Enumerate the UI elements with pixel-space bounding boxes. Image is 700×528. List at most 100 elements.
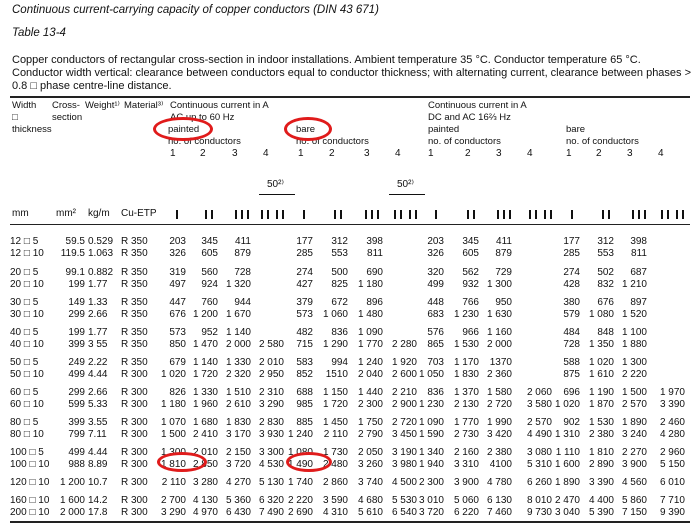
cell-ac-bare: 2 050 (357, 447, 383, 458)
highlight-ellipse-bare (284, 117, 332, 141)
cell-cross-section: 799 (68, 429, 85, 440)
cell-dc-bare: 5 860 (621, 495, 647, 506)
cell-dc-painted: 1 230 (418, 399, 444, 410)
cell-ac-bare: 2 720 (391, 417, 417, 428)
cell-material: R 300 (121, 495, 148, 506)
header-thickness: thickness (12, 124, 52, 135)
cell-weight: 10.7 (88, 477, 108, 488)
cell-material: R 350 (121, 236, 148, 247)
cell-dc-bare: 6 010 (659, 477, 685, 488)
header-width: Width (12, 100, 37, 111)
cell-size: 80 □ 5 (10, 417, 39, 428)
cell-ac-painted: 3 290 (258, 399, 284, 410)
cell-dc-bare: 5 150 (659, 459, 685, 470)
cell-ac-painted: 4 130 (192, 495, 218, 506)
cell-dc-painted: 3 900 (453, 477, 479, 488)
cell-ac-painted: 760 (201, 297, 218, 308)
cell-dc-painted: 766 (462, 297, 479, 308)
header-dc-freq: DC and AC 16⅔ Hz (428, 112, 511, 123)
cell-weight: 14.2 (88, 495, 108, 506)
conductor-bar (660, 210, 663, 219)
cell-dc-painted: 2 160 (453, 447, 479, 458)
cell-ac-painted: 2 110 (161, 477, 186, 488)
cell-ac-painted: 319 (169, 267, 186, 278)
cell-ac-painted: 1 320 (225, 279, 251, 290)
conductor-bar (608, 210, 610, 219)
cell-dc-painted: 1 170 (453, 357, 479, 368)
cell-dc-bare: 2 470 (554, 495, 580, 506)
cell-size: 30 □ 10 (10, 309, 44, 320)
cell-dc-bare: 502 (597, 267, 614, 278)
cell-dc-bare: 1 310 (554, 429, 580, 440)
cell-dc-painted: 950 (495, 297, 512, 308)
conductor-bar (571, 210, 573, 219)
cell-ac-bare: 500 (331, 267, 348, 278)
cell-ac-painted: 850 (169, 339, 186, 350)
cell-ac-bare: 811 (367, 248, 383, 259)
cell-cross-section: 399 (68, 417, 85, 428)
cell-ac-painted: 5 130 (258, 477, 284, 488)
cell-dc-painted: 562 (462, 267, 479, 278)
cell-ac-bare: 1 770 (357, 339, 383, 350)
header-conductor-number: 3 (232, 148, 238, 159)
cell-dc-painted: 1 770 (453, 417, 479, 428)
spacing-dimension-arrow (389, 194, 425, 195)
header-dc-painted: painted (428, 124, 460, 135)
cell-ac-bare: 1 150 (322, 387, 348, 398)
cell-dc-painted: 411 (496, 236, 512, 247)
cell-dc-bare: 553 (597, 248, 614, 259)
cell-dc-bare: 4 400 (588, 495, 614, 506)
cell-dc-painted: 1 940 (418, 459, 444, 470)
cell-dc-painted: 1 830 (453, 369, 479, 380)
cell-dc-bare: 7 710 (659, 495, 685, 506)
bottom-rule (10, 521, 690, 523)
cell-ac-bare: 688 (296, 387, 313, 398)
cell-ac-painted: 6 320 (258, 495, 284, 506)
cell-dc-bare: 7 150 (621, 507, 647, 518)
cell-dc-bare: 728 (563, 339, 580, 350)
cell-ac-painted: 1 680 (192, 417, 218, 428)
cell-dc-painted: 4 780 (486, 477, 512, 488)
cell-dc-painted: 2 300 (418, 477, 444, 488)
cell-cross-section: 1 200 (59, 477, 85, 488)
cell-ac-painted: 944 (234, 297, 251, 308)
cell-ac-painted: 924 (201, 279, 218, 290)
header-cross: Cross- (52, 100, 80, 111)
header-conductor-number: 1 (298, 148, 304, 159)
cell-ac-painted: 1 960 (192, 399, 218, 410)
cell-size: 100 □ 10 (10, 459, 50, 470)
cell-cross-section: 499 (68, 369, 85, 380)
cell-ac-painted: 5 360 (225, 495, 251, 506)
header-conductor-number: 1 (428, 148, 434, 159)
cell-dc-painted: 1 530 (453, 339, 479, 350)
cell-ac-bare: 398 (366, 236, 383, 247)
cell-material: R 300 (121, 369, 148, 380)
unit-weight: kg/m (88, 208, 110, 219)
conductor-bar (528, 210, 531, 219)
cell-dc-bare: 1 880 (621, 339, 647, 350)
cell-ac-painted: 879 (234, 248, 251, 259)
spacing-label-ac: 50²⁾ (267, 179, 284, 190)
conductor-bar (275, 210, 278, 219)
cell-dc-bare: 3 390 (588, 477, 614, 488)
cell-cross-section: 1 600 (59, 495, 85, 506)
cell-ac-painted: 2 320 (225, 369, 251, 380)
unit-width: mm (12, 208, 29, 219)
cell-dc-painted: 605 (462, 248, 479, 259)
cell-weight: 3.55 (88, 417, 108, 428)
cell-dc-painted: 6 130 (486, 495, 512, 506)
cell-weight: 1.33 (88, 297, 108, 308)
cell-dc-painted: 683 (427, 309, 444, 320)
header-conductor-number: 1 (170, 148, 176, 159)
cell-dc-bare: 1 100 (621, 327, 647, 338)
cell-dc-painted: 1370 (489, 357, 512, 368)
cell-ac-bare: 482 (296, 327, 313, 338)
cell-ac-painted: 3 930 (258, 429, 284, 440)
cell-dc-bare: 177 (563, 236, 580, 247)
cell-cross-section: 399 (68, 339, 85, 350)
cell-ac-painted: 2 580 (258, 339, 284, 350)
cell-material: R 350 (121, 309, 148, 320)
header-conductor-number: 1 (566, 148, 572, 159)
cell-ac-bare: 177 (296, 236, 313, 247)
cell-ac-bare: 1 740 (287, 477, 313, 488)
